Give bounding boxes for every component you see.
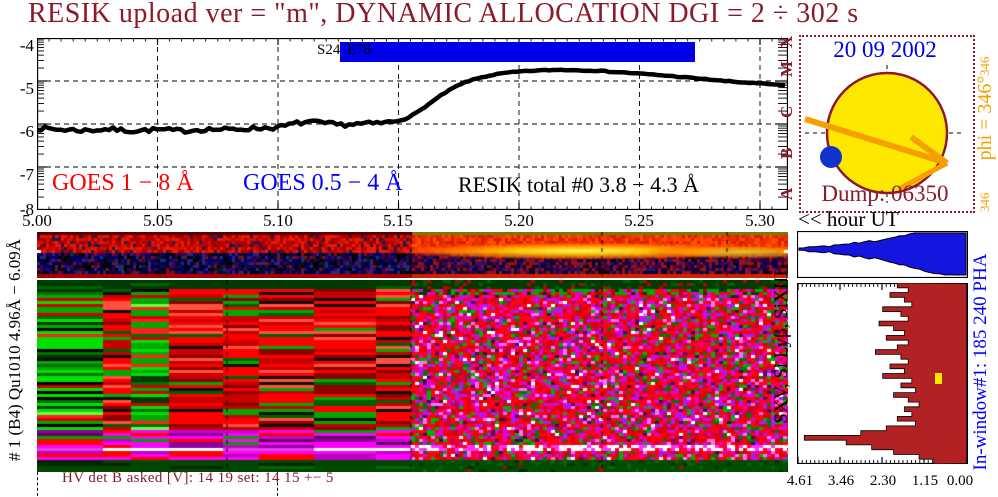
goes-class-b: B xyxy=(777,147,796,159)
y-tick: -8 xyxy=(19,200,34,219)
dump-number: Dump: 06350 xyxy=(821,181,949,206)
phi-arrow-barb-lower xyxy=(897,160,949,192)
legend-resik-total: RESIK total #0 3.8 − 4.3 Å xyxy=(458,172,699,197)
pha-tick: 3.46 xyxy=(827,473,855,489)
page-title: RESIK upload ver = "m", DYNAMIC ALLOCATI… xyxy=(28,0,859,29)
goes-class-a: A xyxy=(777,187,796,200)
pha-spectrum-histogram xyxy=(797,283,968,464)
in-window-marker xyxy=(935,373,942,384)
flare-location-dot xyxy=(820,146,842,168)
sun-disk xyxy=(825,71,949,195)
gridline-stub xyxy=(277,472,278,496)
y-tick: -5 xyxy=(19,79,34,98)
flare-duration-bar xyxy=(340,42,695,62)
goes-class-m: M xyxy=(777,60,796,77)
pha-tick: 1.15 xyxy=(911,473,939,489)
goes-class-c: C xyxy=(777,105,796,118)
phi-arrow-barb-upper xyxy=(909,134,949,166)
pha-spectrum-border xyxy=(797,283,968,464)
x-tick: 5.05 xyxy=(143,211,173,230)
y-tick: -6 xyxy=(19,122,34,141)
observation-date: 20 09 2002 xyxy=(833,37,937,62)
hour-ut-label: << hour UT xyxy=(798,207,899,231)
flare-site-label-suffix: E78 xyxy=(347,42,372,58)
gridline-stub xyxy=(37,472,38,496)
x-tick: 5.00 xyxy=(22,211,52,230)
y-tick: -7 xyxy=(19,165,34,184)
phi-arrow-shaft xyxy=(804,116,948,166)
x-tick: 5.15 xyxy=(383,211,413,230)
hv-status-line: HV det B asked [V]: 14 19 set: 14 15 +− … xyxy=(62,470,334,486)
phi-small-top: 346 xyxy=(977,56,992,77)
phi-small-bottom: 346 xyxy=(977,192,992,213)
sun-disk-drawing xyxy=(804,65,965,203)
spectrogram-window0 xyxy=(37,232,788,278)
pha-time-hist-shape xyxy=(798,232,967,276)
x-tick: 5.10 xyxy=(263,211,293,230)
x-tick: 5.30 xyxy=(745,211,775,230)
pha-tick: 0.00 xyxy=(946,473,974,489)
spectrogram-window1 xyxy=(37,280,788,472)
pha-spectrum-shape xyxy=(803,283,967,464)
pha-time-histogram xyxy=(797,231,968,278)
x-tick: 5.20 xyxy=(504,211,534,230)
goes-class-x: X xyxy=(777,35,796,48)
in-window-label: In-window#1: 185 240 PHA xyxy=(970,253,991,471)
pha-tick: 4.61 xyxy=(786,473,814,489)
goes-lightcurve-plot xyxy=(37,38,788,210)
x-tick: 5.25 xyxy=(624,211,654,230)
spectral-lines-label: SXV, Si Lyβ, SiXIII xyxy=(771,270,792,424)
y-tick: -4 xyxy=(19,36,34,55)
pha-time-hist-border xyxy=(797,231,968,278)
legend-goes-long: GOES 1 − 8 Å xyxy=(52,170,194,196)
pha-tick: 2.30 xyxy=(869,473,897,489)
goes-flux-curve xyxy=(37,67,786,135)
flare-site-label-prefix: S24 xyxy=(317,42,341,58)
channel-label: # 1 (B4) Qu1010 4.96Å − 6.09Å xyxy=(5,238,24,462)
legend-goes-short: GOES 0.5 − 4 Å xyxy=(243,170,403,196)
